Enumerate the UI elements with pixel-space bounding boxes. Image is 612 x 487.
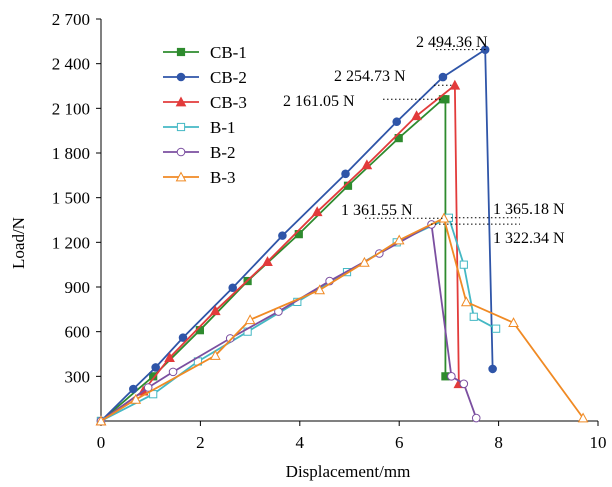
x-tick-label: 6 xyxy=(395,433,404,452)
data-point xyxy=(164,352,175,363)
data-point xyxy=(168,367,178,377)
x-tick-label: 8 xyxy=(494,433,503,452)
legend-item-cb-1: CB-1 xyxy=(163,43,247,62)
legend-marker xyxy=(176,72,186,82)
legend-marker xyxy=(176,122,186,132)
series-group xyxy=(95,45,589,426)
data-point xyxy=(244,314,256,325)
data-point xyxy=(460,296,472,307)
y-tick-label: 1 500 xyxy=(52,189,90,208)
data-point xyxy=(178,333,188,342)
legend-item-b-3: B-3 xyxy=(163,168,236,187)
data-point xyxy=(361,159,373,170)
legend-label: CB-1 xyxy=(210,43,247,62)
legend-label: CB-2 xyxy=(210,68,247,87)
legend-item-b-1: B-1 xyxy=(163,118,236,137)
series-cb-1 xyxy=(96,95,450,426)
y-tick-label: 2 700 xyxy=(52,10,90,29)
data-point xyxy=(209,349,221,360)
x-tick-label: 4 xyxy=(296,433,305,452)
series-b-2 xyxy=(96,220,481,426)
legend: CB-1 CB-2 CB-3 B-1 B-2 B-3 xyxy=(163,43,247,187)
data-point xyxy=(459,379,469,389)
data-point xyxy=(411,110,422,121)
legend-item-cb-2: CB-2 xyxy=(163,68,247,87)
data-point xyxy=(130,393,142,404)
x-tick-label: 10 xyxy=(590,433,607,452)
data-point xyxy=(278,231,287,240)
data-point xyxy=(471,413,481,423)
data-point xyxy=(143,383,153,392)
data-point xyxy=(488,364,497,374)
y-tick-label: 2 100 xyxy=(52,99,90,118)
legend-label: B-1 xyxy=(210,118,236,137)
data-point xyxy=(262,256,273,267)
y-tick-label: 1 800 xyxy=(52,144,90,163)
y-tick-label: 300 xyxy=(65,367,91,386)
series-cb-2 xyxy=(96,45,497,426)
data-point xyxy=(151,363,160,372)
legend-marker xyxy=(175,96,187,107)
data-point xyxy=(492,324,501,333)
data-point xyxy=(508,317,519,328)
y-axis-title: Load/N xyxy=(9,217,28,269)
legend-label: B-3 xyxy=(210,168,236,187)
data-point xyxy=(314,284,326,295)
data-point xyxy=(459,260,468,269)
series-line xyxy=(100,83,460,422)
x-axis-title: Displacement/mm xyxy=(286,462,411,481)
legend-marker xyxy=(176,47,186,57)
series-b-1 xyxy=(96,213,501,426)
series-line xyxy=(100,216,497,422)
annotation-label: 2 161.05 N xyxy=(283,93,355,110)
data-point xyxy=(393,234,405,245)
data-point xyxy=(392,117,402,127)
annotation-label: 2 494.36 N xyxy=(416,34,488,51)
annotations-group: 2 494.36 N 2 254.73 N 2 161.05 N 1 361.55 N… xyxy=(283,34,565,247)
annotation-label: 1 361.55 N xyxy=(341,202,413,219)
x-tick-label: 0 xyxy=(97,433,106,452)
legend-label: B-2 xyxy=(210,143,236,162)
y-tick-label: 600 xyxy=(65,323,91,342)
series-cb-3 xyxy=(95,79,465,426)
data-point xyxy=(438,72,448,82)
legend-label: CB-3 xyxy=(210,93,247,112)
y-tick-label: 900 xyxy=(65,278,91,297)
legend-item-b-2: B-2 xyxy=(163,143,236,162)
data-point xyxy=(359,256,370,267)
data-point xyxy=(449,79,461,90)
data-point xyxy=(441,95,450,104)
x-tick-label: 2 xyxy=(196,433,205,452)
data-point xyxy=(209,305,221,316)
data-point xyxy=(577,412,589,423)
data-point xyxy=(225,334,235,343)
annotation-label: 2 254.73 N xyxy=(334,68,406,85)
y-tick-label: 1 200 xyxy=(52,233,90,252)
legend-marker xyxy=(175,171,187,182)
annotation-label: 1 365.18 N xyxy=(493,201,565,218)
data-point xyxy=(228,283,238,293)
annotation-label: 1 322.34 N xyxy=(493,230,565,247)
data-point xyxy=(469,312,478,321)
data-point xyxy=(95,415,107,426)
data-point xyxy=(311,206,323,217)
data-point xyxy=(447,372,456,381)
axes: 0 2 4 6 8 10 300 600 900 1 200 1 500 1 800 2 100 2 40… xyxy=(52,10,607,452)
legend-marker xyxy=(176,147,186,157)
y-tick-label: 2 400 xyxy=(52,55,90,74)
data-point xyxy=(341,169,350,179)
data-point xyxy=(129,384,138,394)
series-line xyxy=(100,216,584,422)
legend-item-cb-3: CB-3 xyxy=(163,93,247,112)
